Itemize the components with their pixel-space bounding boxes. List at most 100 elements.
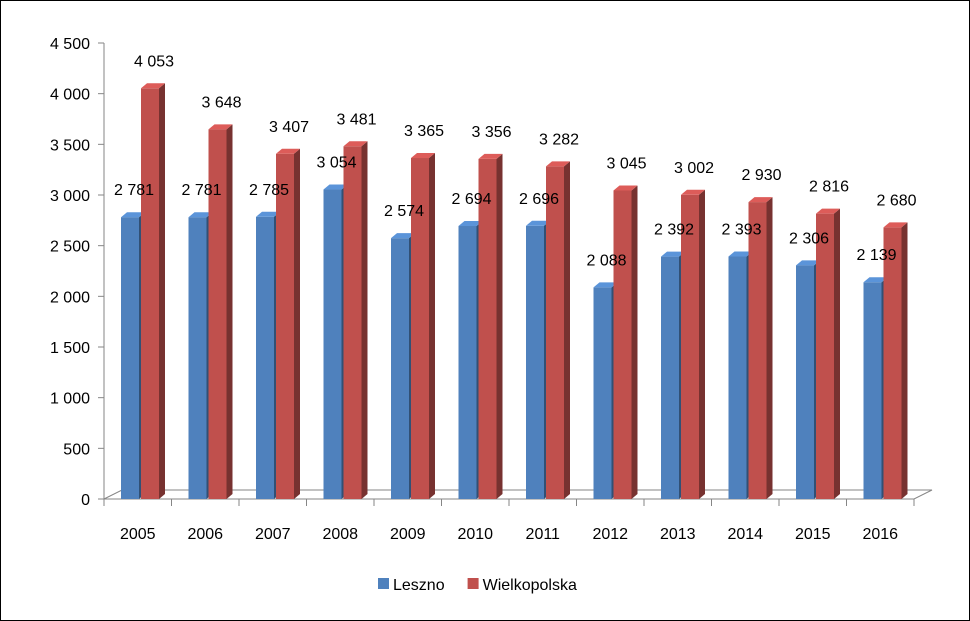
- bar-top: [343, 141, 368, 147]
- bar-top: [661, 251, 685, 257]
- y-tick-label: 3 000: [50, 188, 90, 205]
- bar-front: [593, 287, 612, 499]
- data-label: 3 054: [316, 155, 356, 172]
- bar-top: [613, 185, 638, 191]
- data-label: 2 139: [856, 247, 896, 264]
- y-tick-label: 1 000: [50, 391, 90, 408]
- data-label: 2 393: [721, 222, 761, 239]
- data-label: 2 694: [451, 191, 491, 208]
- bar: [748, 197, 773, 500]
- x-tick-label: 2014: [727, 526, 763, 543]
- bar-front: [728, 256, 747, 499]
- bar-side: [496, 153, 503, 499]
- bar-top: [276, 148, 300, 154]
- data-label: 3 407: [269, 119, 309, 136]
- bar-front: [256, 216, 274, 499]
- data-label: 3 282: [539, 131, 579, 148]
- bar-front: [188, 217, 207, 499]
- bar-side: [361, 141, 368, 499]
- legend: Leszno Wielkopolska: [378, 577, 577, 594]
- bar: [276, 148, 300, 500]
- bar-front: [391, 238, 409, 499]
- bar-front: [343, 146, 362, 499]
- data-label: 2 088: [586, 252, 626, 269]
- data-label: 3 481: [336, 111, 376, 128]
- bar: [478, 153, 503, 499]
- bar-top: [593, 282, 618, 288]
- data-label: 2 306: [789, 230, 829, 247]
- bar-top: [816, 208, 840, 214]
- bar: [546, 161, 570, 499]
- data-labels: 2 781 2 781 2 785 3 054 2 574 2 694 2 696 2 088…: [114, 53, 917, 269]
- bar-front: [323, 189, 342, 499]
- bar-front: [796, 265, 814, 499]
- bar-front: [276, 153, 294, 500]
- x-tick-label: 2005: [120, 526, 156, 543]
- bar-top: [323, 184, 348, 190]
- data-label: 2 785: [249, 182, 289, 199]
- x-tick-label: 2013: [660, 526, 696, 543]
- data-label: 2 574: [384, 203, 424, 220]
- bars: [121, 83, 908, 500]
- data-label: 3 648: [201, 94, 241, 111]
- bar: [343, 141, 368, 499]
- bar-front: [661, 256, 679, 499]
- axes: 0 500 1 000 1 500 2 000 2 500 3 000 3 500 4 000 4…: [50, 36, 933, 543]
- bar: [816, 208, 840, 500]
- bar-top: [546, 161, 570, 167]
- bar-side: [699, 189, 705, 499]
- y-tick-label: 1 500: [50, 340, 90, 357]
- y-tick-label: 2 500: [50, 239, 90, 256]
- legend-swatch: [467, 578, 479, 589]
- bar-side: [159, 83, 165, 500]
- data-label: 2 781: [114, 182, 154, 199]
- bar-top: [728, 251, 753, 257]
- legend-item-leszno: Leszno: [378, 577, 445, 594]
- legend-label: Wielkopolska: [483, 577, 577, 594]
- bar-top: [883, 222, 908, 228]
- bar: [681, 189, 705, 499]
- series-leszno: [121, 184, 888, 499]
- bar: [141, 83, 165, 500]
- data-label: 2 392: [654, 222, 694, 239]
- bar-top: [208, 124, 233, 130]
- bar-front: [121, 217, 139, 499]
- data-label: 2 781: [181, 182, 221, 199]
- bar-top: [863, 277, 888, 283]
- legend-item-wielkopolska: Wielkopolska: [467, 577, 577, 594]
- bar-top: [458, 221, 483, 227]
- bar-front: [863, 282, 882, 499]
- data-label: 3 356: [471, 124, 511, 141]
- bar-top: [141, 83, 165, 89]
- bar-front: [883, 227, 902, 499]
- bar-front: [141, 88, 159, 500]
- bar-top: [188, 212, 213, 218]
- bar-top: [748, 197, 773, 203]
- bar-front: [748, 202, 767, 500]
- bar-side: [901, 222, 908, 499]
- data-label: 2 930: [741, 167, 781, 184]
- bar: [208, 124, 233, 499]
- bar-front: [411, 158, 429, 499]
- x-tick-label: 2011: [526, 526, 561, 543]
- bar-top: [478, 153, 503, 159]
- bar-top: [526, 220, 550, 226]
- bar-side: [564, 161, 570, 499]
- x-tick-label: 2009: [390, 526, 426, 543]
- bar-side: [429, 153, 435, 499]
- bar-side: [226, 124, 233, 499]
- x-tick-label: 2016: [862, 526, 898, 543]
- bar: [613, 185, 638, 499]
- bar-side: [294, 148, 300, 500]
- bar-side: [631, 185, 638, 499]
- data-label: 4 053: [134, 53, 174, 70]
- data-label: 2 696: [519, 191, 559, 208]
- x-tick-label: 2008: [322, 526, 358, 543]
- x-tick-label: 2015: [795, 526, 831, 543]
- bar-top: [411, 153, 435, 159]
- bar-front: [526, 225, 544, 499]
- data-label: 2 816: [809, 179, 849, 196]
- x-tick-label: 2010: [457, 526, 493, 543]
